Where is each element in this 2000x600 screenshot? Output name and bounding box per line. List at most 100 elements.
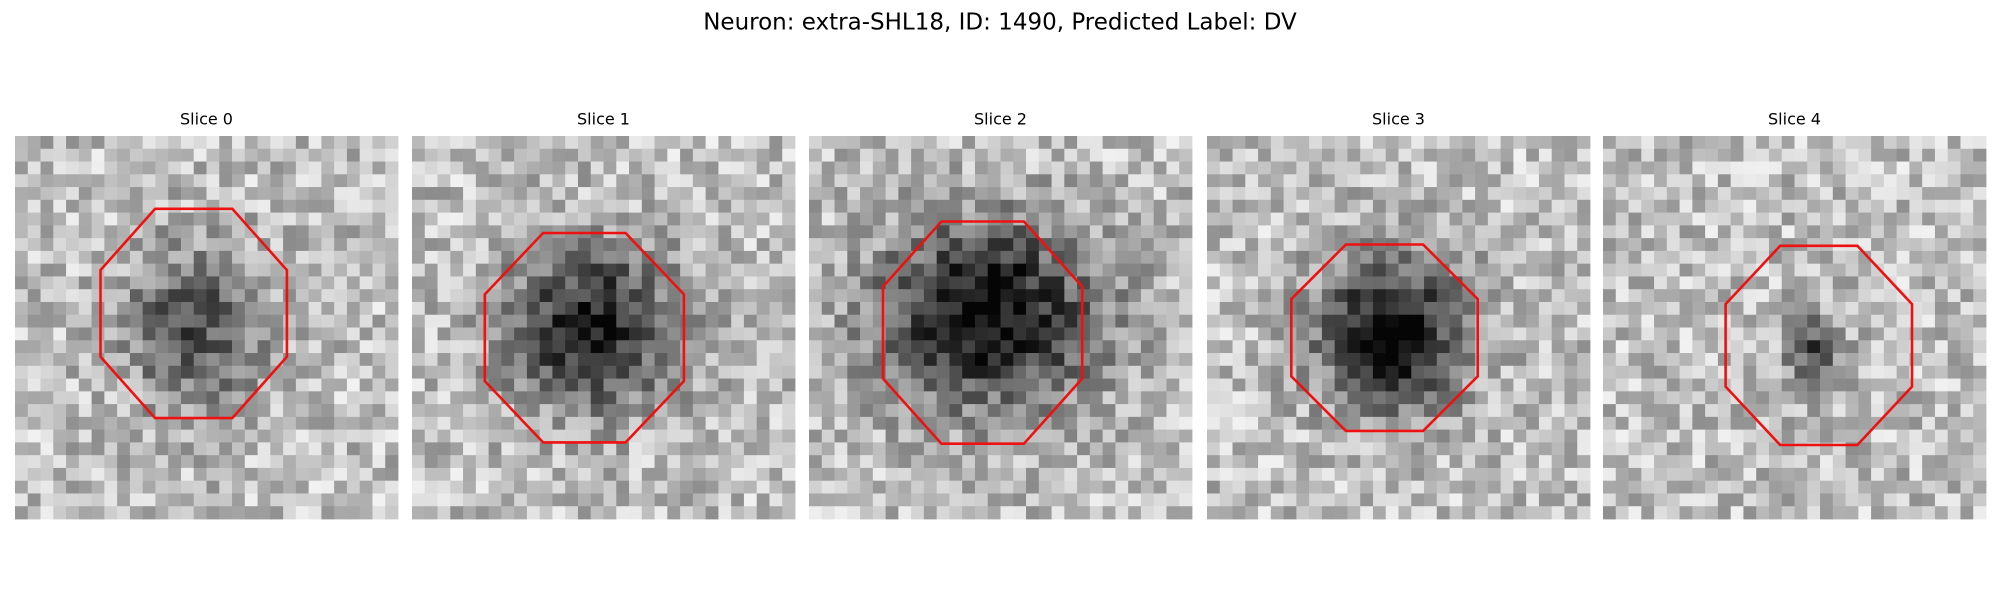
pixel [206,378,220,392]
pixel [1436,212,1450,226]
pixel [91,480,105,494]
pixel [193,314,207,328]
pixel [526,404,541,418]
pixel [834,327,848,341]
pixel [885,187,899,201]
pixel [923,148,938,162]
pixel [475,199,489,213]
pixel [1309,136,1323,150]
pixel [206,314,220,328]
pixel [1270,455,1284,469]
pixel [66,493,80,507]
pixel [78,161,92,175]
pixel [1475,416,1489,431]
pixel [372,161,386,175]
pixel [539,314,553,328]
pixel [1360,378,1374,392]
pixel [91,340,105,354]
pixel [283,429,297,443]
pixel [1500,493,1514,507]
pixel [1026,314,1040,328]
pixel [308,263,322,277]
pixel [155,263,169,277]
pixel [244,404,258,418]
pixel [155,404,169,418]
pixel [616,301,630,316]
pixel [1768,455,1783,469]
pixel [1411,301,1425,316]
pixel [1475,250,1489,265]
pixel [1934,212,1949,226]
pixel [372,429,386,443]
pixel [1064,301,1078,316]
pixel [295,493,310,507]
pixel [1794,340,1808,354]
pixel [475,314,489,328]
pixel [565,301,579,316]
pixel [1820,429,1834,443]
pixel [1628,353,1642,367]
pixel [66,327,80,341]
pixel [308,136,322,150]
pixel [1896,365,1910,379]
pixel [1756,365,1770,379]
pixel [1858,212,1872,226]
pixel [1245,429,1259,443]
pixel [1551,276,1565,290]
pixel [1730,327,1744,341]
pixel [1743,136,1757,150]
pixel [78,289,92,303]
pixel [782,353,796,367]
pixel [1038,455,1052,469]
pixel [1756,314,1770,328]
pixel [1102,238,1116,252]
pixel [1232,187,1246,201]
pixel [1360,455,1374,469]
pixel [616,148,630,162]
pixel [1615,340,1629,354]
pixel [1166,174,1180,188]
pixel [1538,212,1553,226]
pixel [577,289,592,303]
pixel [565,416,579,431]
pixel [1487,263,1502,277]
pixel [1947,301,1961,316]
pixel [718,161,732,175]
pixel [705,340,719,354]
pixel [1026,161,1040,175]
pixel [923,314,938,328]
pixel [1411,353,1425,367]
pixel [1372,442,1387,456]
pixel [1730,225,1744,239]
pixel [117,365,131,379]
pixel [1883,199,1898,213]
pixel [1077,480,1091,494]
pixel [501,327,515,341]
pixel [1140,378,1155,392]
pixel [283,187,297,201]
pixel [142,365,156,379]
pixel [1051,506,1065,520]
pixel [809,199,823,213]
pixel [705,493,719,507]
pixel [257,391,271,405]
pixel [168,187,182,201]
pixel [1026,442,1040,456]
pixel [514,136,528,150]
pixel [1883,480,1898,494]
pixel [321,238,335,252]
pixel [1781,148,1795,162]
pixel [1526,327,1540,341]
pixel [193,212,207,226]
pixel [385,429,399,443]
pixel [1526,212,1540,226]
pixel [834,314,848,328]
pixel [1219,238,1233,252]
pixel [1756,391,1770,405]
pixel [1334,340,1348,354]
pixel [450,174,464,188]
pixel [1666,442,1680,456]
pixel [104,289,118,303]
pixel [308,404,322,418]
pixel [27,404,41,418]
